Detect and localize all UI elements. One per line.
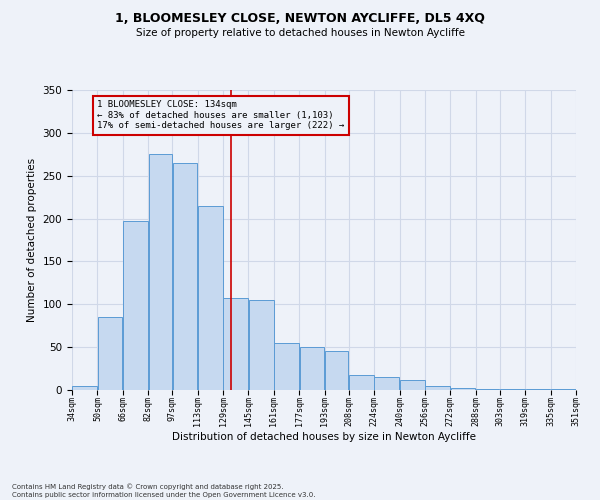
Bar — [123, 221, 148, 390]
Bar — [98, 317, 122, 390]
Bar — [425, 386, 450, 390]
Bar — [476, 389, 499, 390]
Text: 1, BLOOMESLEY CLOSE, NEWTON AYCLIFFE, DL5 4XQ: 1, BLOOMESLEY CLOSE, NEWTON AYCLIFFE, DL… — [115, 12, 485, 26]
Bar — [223, 298, 248, 390]
Bar — [300, 347, 325, 390]
Bar — [73, 386, 97, 390]
Bar — [526, 389, 550, 390]
Bar — [374, 377, 399, 390]
Bar — [500, 389, 525, 390]
Bar — [198, 206, 223, 390]
Bar — [400, 380, 425, 390]
Bar — [349, 374, 374, 390]
Y-axis label: Number of detached properties: Number of detached properties — [27, 158, 37, 322]
Text: Contains HM Land Registry data © Crown copyright and database right 2025.
Contai: Contains HM Land Registry data © Crown c… — [12, 484, 316, 498]
Bar — [451, 388, 475, 390]
Bar — [249, 300, 274, 390]
Bar — [325, 352, 348, 390]
Bar — [149, 154, 172, 390]
Bar — [173, 163, 197, 390]
Text: 1 BLOOMESLEY CLOSE: 134sqm
← 83% of detached houses are smaller (1,103)
17% of s: 1 BLOOMESLEY CLOSE: 134sqm ← 83% of deta… — [97, 100, 344, 130]
Bar — [551, 389, 575, 390]
Text: Size of property relative to detached houses in Newton Aycliffe: Size of property relative to detached ho… — [136, 28, 464, 38]
Bar — [274, 343, 299, 390]
X-axis label: Distribution of detached houses by size in Newton Aycliffe: Distribution of detached houses by size … — [172, 432, 476, 442]
